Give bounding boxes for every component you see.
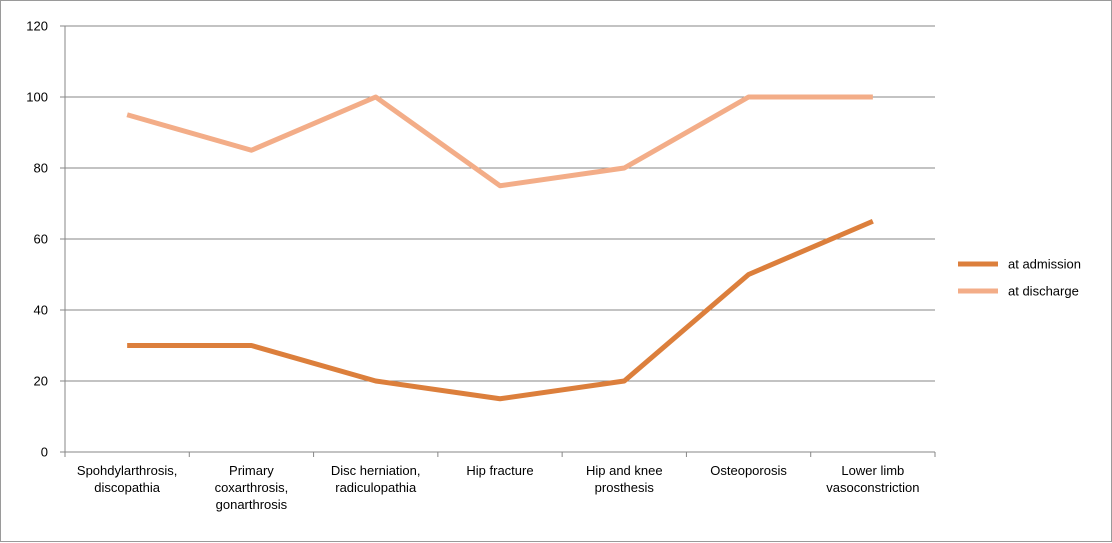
x-tick-label-line: Lower limb (841, 463, 904, 478)
x-axis-ticks: Spohdylarthrosis, discopathia Primary coxar… (64, 452, 936, 512)
x-tick-label: Disc herniation, radiculopathia (331, 463, 421, 495)
legend-label: at admission (1008, 257, 1081, 272)
x-tick-label-line: prosthesis (595, 480, 655, 495)
y-tick-label: 20 (34, 374, 48, 389)
x-tick-label: Primary coxarthrosis, gonarthrosis (215, 463, 289, 512)
series-lines (126, 94, 874, 402)
x-tick-label-line: Hip and knee (586, 463, 663, 478)
y-tick-label: 120 (26, 19, 48, 34)
x-tick-label-line: vasoconstriction (826, 480, 919, 495)
x-tick-label-line: Osteoporosis (710, 463, 787, 478)
y-tick-label: 40 (34, 303, 48, 318)
x-tick-label: Lower limb vasoconstriction (826, 463, 919, 495)
x-tick-label-line: Primary (229, 463, 274, 478)
legend-label: at discharge (1008, 284, 1079, 299)
y-tick-label: 0 (41, 445, 48, 460)
y-tick-label: 60 (34, 232, 48, 247)
x-tick-label-line: coxarthrosis, (215, 480, 289, 495)
x-tick-label: Spohdylarthrosis, discopathia (77, 463, 177, 495)
x-tick-label-line: discopathia (94, 480, 161, 495)
series-line-at-discharge (126, 94, 873, 189)
x-tick-label-line: gonarthrosis (216, 497, 288, 512)
x-tick-label-line: Spohdylarthrosis, (77, 463, 177, 478)
gridlines (65, 25, 935, 382)
x-tick-label-line: radiculopathia (335, 480, 417, 495)
x-tick-label-line: Disc herniation, (331, 463, 421, 478)
y-tick-label: 100 (26, 90, 48, 105)
series-line-at-admission (127, 218, 874, 402)
y-tick-label: 80 (34, 161, 48, 176)
legend: at admission at discharge (958, 257, 1081, 299)
x-tick-label-line: Hip fracture (466, 463, 533, 478)
x-tick-label: Osteoporosis (710, 463, 787, 478)
x-tick-label: Hip and knee prosthesis (586, 463, 663, 495)
y-axis-ticks: 0 20 40 60 80 100 120 (26, 19, 65, 460)
x-tick-label: Hip fracture (466, 463, 533, 478)
